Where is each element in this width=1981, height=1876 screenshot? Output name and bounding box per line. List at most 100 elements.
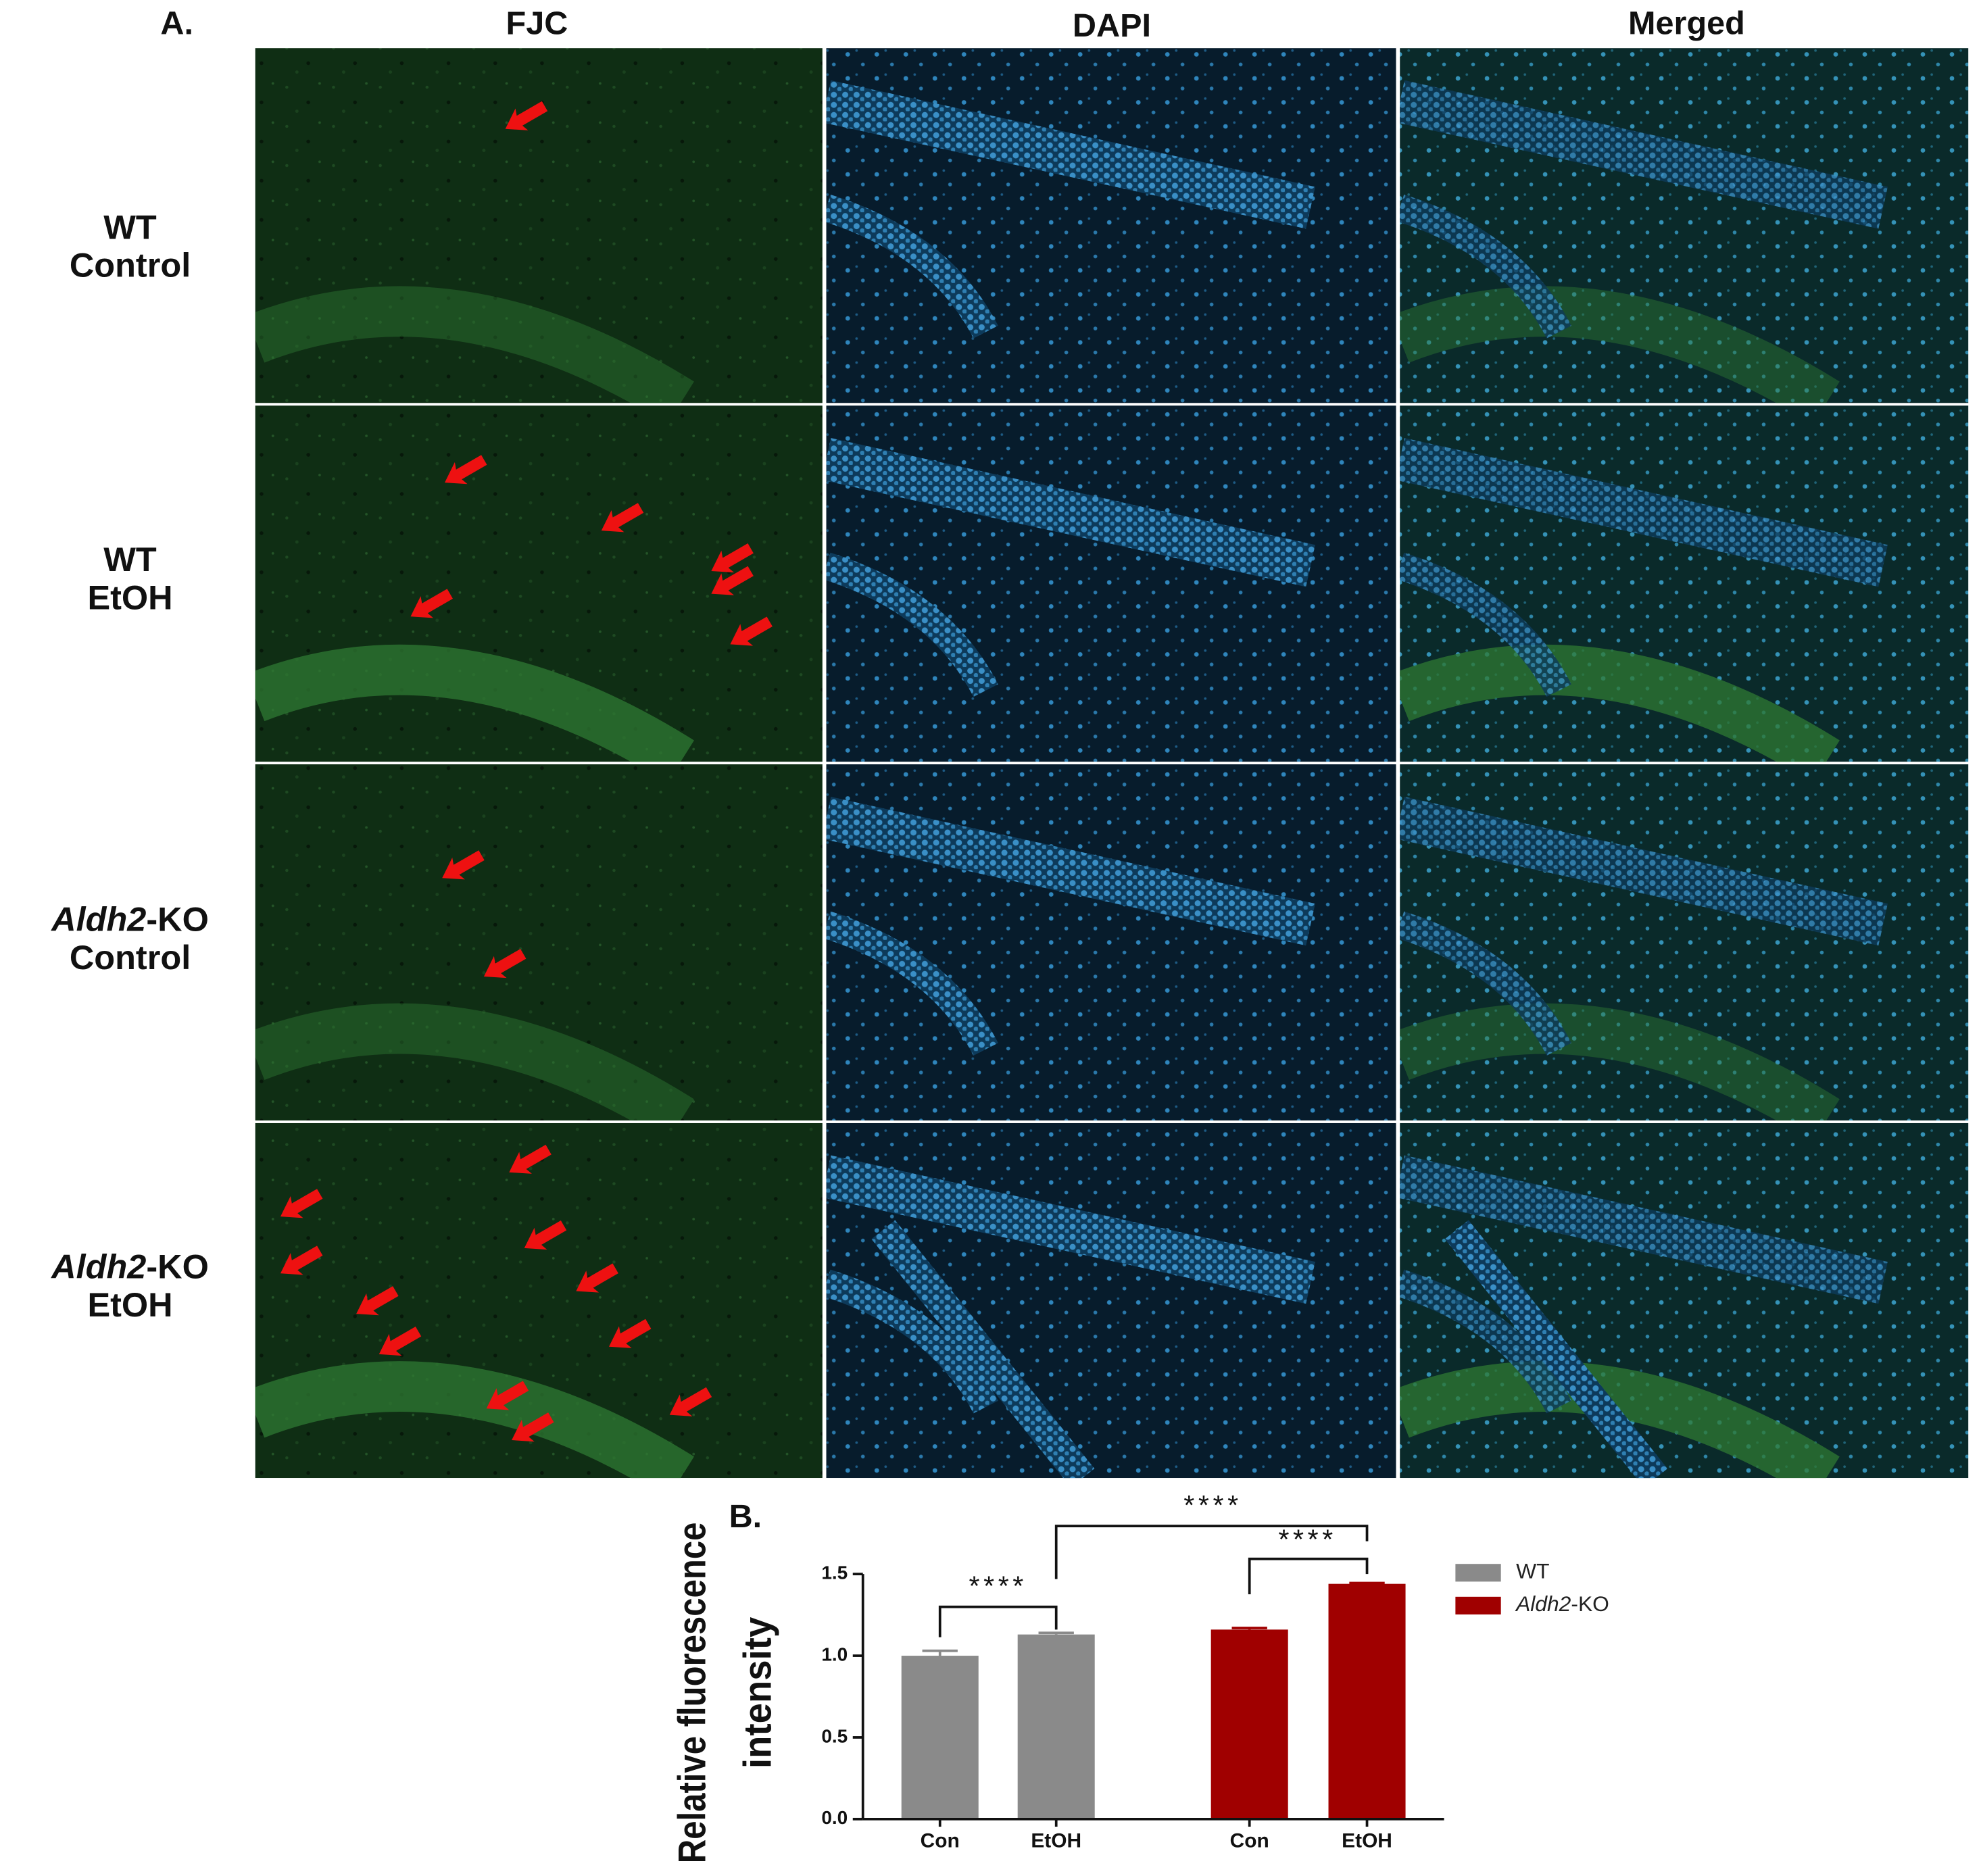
- cell-layer: [826, 911, 998, 1056]
- legend-swatch: [1455, 1564, 1501, 1582]
- micrograph-content: [826, 405, 1396, 762]
- micrograph-content: [1400, 405, 1969, 762]
- arrow: [608, 1318, 652, 1348]
- micrograph-content: [826, 1122, 1396, 1479]
- arrow: [711, 566, 754, 595]
- arrow: [730, 616, 773, 646]
- arrow: [280, 1245, 323, 1275]
- arrow: [576, 1263, 618, 1293]
- cell-layer: [871, 1220, 1095, 1479]
- tissue-arc: [255, 1361, 694, 1479]
- cell-layer: [1400, 1269, 1571, 1414]
- tissue-arc: [1400, 644, 1840, 762]
- y-tick-label: 0.0: [821, 1807, 848, 1828]
- cell-layer: [1400, 552, 1571, 697]
- cell-layer: [826, 1269, 998, 1414]
- micrograph: [826, 764, 1396, 1121]
- row-label: EtOH: [87, 1285, 172, 1324]
- row-label: WT: [103, 540, 157, 578]
- tissue-arc: [255, 644, 694, 762]
- row-label: EtOH: [87, 578, 172, 616]
- cell-layer: [826, 552, 998, 697]
- row-label: Aldh2-KO: [50, 1248, 209, 1286]
- cell-layer: [1444, 1220, 1668, 1479]
- legend-label: WT: [1516, 1559, 1549, 1583]
- significance-bracket: [938, 1605, 1058, 1637]
- micrograph: [1400, 48, 1969, 403]
- cell-layer: [1400, 438, 1888, 587]
- micrograph-content: [826, 48, 1396, 403]
- micrograph-content: [1400, 1122, 1969, 1479]
- cell-layer: [1400, 911, 1571, 1056]
- arrow: [505, 101, 548, 130]
- micrograph-content: [1400, 764, 1969, 1121]
- x-tick-label: EtOH: [1031, 1829, 1081, 1852]
- row-label: Control: [70, 246, 191, 285]
- bar: [1328, 1583, 1406, 1819]
- significance-bracket: [1054, 1525, 1369, 1579]
- column-header: Merged: [1628, 5, 1745, 41]
- micrograph: [1400, 764, 1969, 1121]
- arrow: [410, 589, 453, 618]
- cell-layer: [826, 80, 1315, 229]
- y-tick-label: 1.5: [821, 1562, 848, 1583]
- bar: [1017, 1634, 1095, 1819]
- bar: [901, 1656, 979, 1819]
- micrographs: [255, 48, 1969, 1479]
- arrow: [669, 1387, 712, 1416]
- arrow: [483, 949, 527, 979]
- tissue-arc: [1400, 1361, 1840, 1479]
- row-label: WT: [103, 208, 157, 247]
- x-tick-label: Con: [1230, 1829, 1269, 1852]
- cell-layer: [826, 438, 1315, 587]
- micrograph-content: [1400, 48, 1969, 403]
- significance-label: ****: [1183, 1489, 1242, 1521]
- y-tick-label: 1.0: [821, 1644, 848, 1664]
- arrow: [378, 1326, 422, 1356]
- tissue-arc: [255, 1003, 694, 1121]
- legend-label: Aldh2-KO: [1515, 1591, 1609, 1616]
- micrograph: [1400, 1122, 1969, 1479]
- cell-layer: [1400, 80, 1888, 229]
- cell-layer: [826, 797, 1315, 946]
- arrow: [601, 503, 644, 533]
- y-axis-label: Relative fluorescence: [670, 1523, 714, 1864]
- x-tick-label: Con: [921, 1829, 960, 1852]
- cell-layer: [826, 1155, 1315, 1304]
- arrows: [280, 101, 773, 1442]
- bar-chart: B. Relative fluorescence intensity 0.0 0.5 1.…: [670, 1489, 1609, 1863]
- arrow: [280, 1189, 323, 1218]
- micrograph-bg: [255, 764, 823, 1121]
- x-tick-label: EtOH: [1342, 1829, 1392, 1852]
- micrograph: [826, 48, 1396, 403]
- y-axis-label: intensity: [737, 1617, 780, 1769]
- tissue-arc: [1400, 286, 1840, 403]
- tissue-arc: [255, 286, 694, 403]
- micrograph: [1400, 405, 1969, 762]
- column-header: FJC: [506, 5, 568, 41]
- panel-label: B.: [729, 1498, 762, 1535]
- arrow: [486, 1381, 529, 1410]
- bar: [1210, 1629, 1288, 1819]
- micrograph: [826, 405, 1396, 762]
- cell-layer: [1400, 194, 1571, 339]
- y-tick-label: 0.5: [821, 1725, 848, 1746]
- cell-layer: [826, 194, 998, 339]
- arrow: [442, 850, 485, 880]
- cell-layer: [1400, 1155, 1888, 1304]
- row-label: Aldh2-KO: [50, 900, 209, 939]
- micrograph-content: [826, 764, 1396, 1121]
- tissue-arc: [1400, 1003, 1840, 1121]
- significance-label: ****: [969, 1571, 1027, 1602]
- panel-label: A.: [160, 5, 193, 41]
- micrograph-content: [255, 48, 823, 403]
- arrow: [512, 1412, 554, 1442]
- micrograph: [255, 48, 823, 403]
- micrograph-content: [255, 764, 823, 1121]
- arrow: [509, 1144, 552, 1174]
- arrow: [524, 1220, 567, 1250]
- arrow: [356, 1286, 399, 1316]
- significance-bracket: [1248, 1557, 1369, 1595]
